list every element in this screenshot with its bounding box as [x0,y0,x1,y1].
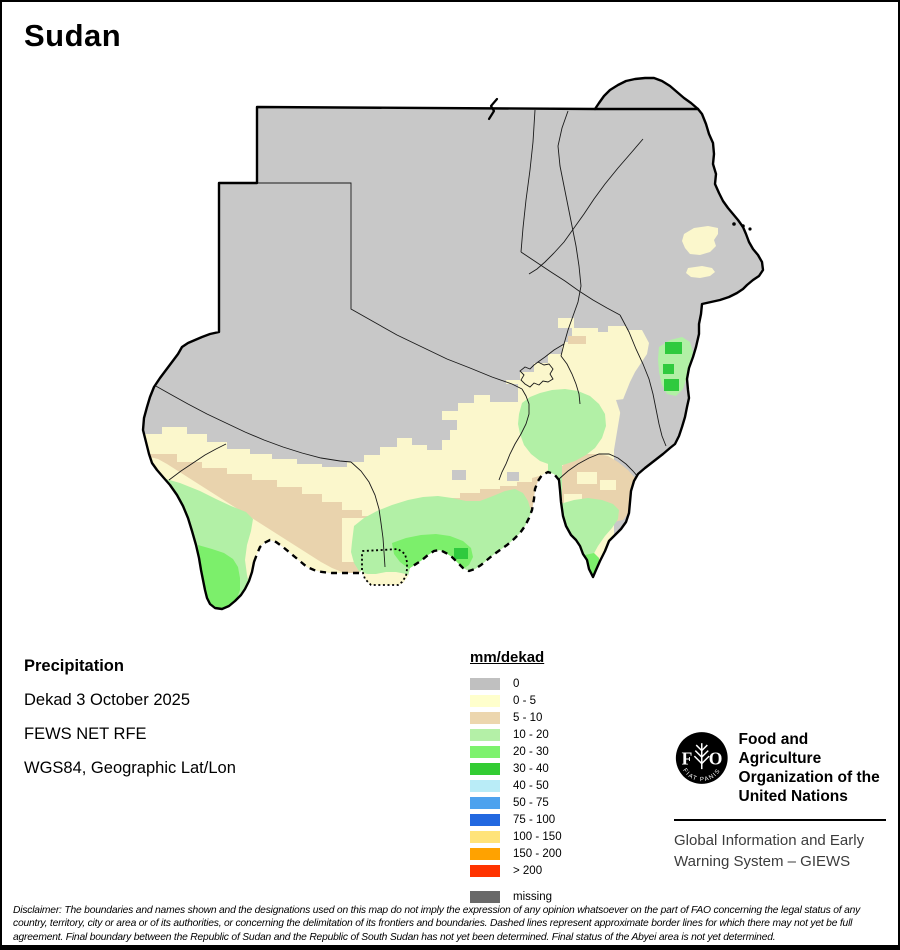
info-dekad: Dekad 3 October 2025 [24,691,191,709]
org-divider [674,819,886,821]
south-sudan-dashed-border [252,470,560,575]
org-block: F O FIAT PANIS Food and Agriculture Orga… [674,728,888,872]
wheat-icon [693,743,710,770]
legend-swatch [470,694,500,707]
fao-logo-letter-f: F [682,748,693,768]
legend-item: 50 - 75 [470,794,562,811]
legend-item: 0 [470,675,562,692]
legend-swatch [470,779,500,792]
map-info-block: Precipitation Dekad 3 October 2025 FEWS … [24,657,236,793]
legend-swatch [470,796,500,809]
legend-label: 0 - 5 [513,694,537,707]
legend-swatch [470,890,500,903]
info-projection: WGS84, Geographic Lat/Lon [24,759,236,777]
legend-item: > 200 [470,862,562,879]
legend-item: 20 - 30 [470,743,562,760]
legend-swatch [470,830,500,843]
legend-item: 5 - 10 [470,709,562,726]
country-border [141,76,765,611]
org-name-line: Organization of the [738,769,880,786]
legend-item: missing [470,888,562,905]
org-name-line: Food and Agriculture [738,731,822,767]
legend-label: 150 - 200 [513,847,562,860]
giews-subtitle: Global Information and Early Warning Sys… [674,832,865,870]
legend-label: > 200 [513,864,543,877]
legend-swatch [470,847,500,860]
legend-swatch [470,864,500,877]
abyei-dotted-border [361,548,408,586]
legend-label: 30 - 40 [513,762,549,775]
legend-label: 100 - 150 [513,830,562,843]
legend-item: 150 - 200 [470,845,562,862]
legend-item: 30 - 40 [470,760,562,777]
legend-swatch [470,745,500,758]
info-heading: Precipitation [24,657,124,675]
legend-label: 5 - 10 [513,711,543,724]
legend-label: 10 - 20 [513,728,549,741]
org-name: Food and Agriculture Organization of the… [739,728,888,806]
disclaimer-text: Disclaimer: The boundaries and names sho… [13,905,861,943]
legend: mm/dekad 0 0 - 5 5 - 10 10 - 20 20 - 30 30 - … [470,649,562,905]
legend-item: 100 - 150 [470,828,562,845]
legend-swatch [470,762,500,775]
legend-label: 75 - 100 [513,813,556,826]
legend-rows: 0 0 - 5 5 - 10 10 - 20 20 - 30 30 - 40 40 - 50… [470,675,562,905]
legend-item: 0 - 5 [470,692,562,709]
legend-title: mm/dekad [470,649,545,666]
page-title: Sudan [24,18,122,53]
org-name-line: United Nations [738,788,848,805]
red-sea-islands-icon [732,222,752,231]
legend-swatch [470,677,500,690]
legend-swatch [470,711,500,724]
legend-item: 10 - 20 [470,726,562,743]
wadi-halfa-salient [487,97,499,121]
fao-logo-icon: F O FIAT PANIS [675,732,728,784]
legend-label: missing [513,890,552,903]
admin-boundaries [153,109,667,568]
legend-label: 50 - 75 [513,796,549,809]
legend-swatch [470,813,500,826]
legend-swatch [470,728,500,741]
fao-logo-letter-o: O [709,748,723,768]
legend-item: 75 - 100 [470,811,562,828]
legend-label: 0 [513,677,520,690]
legend-item: 40 - 50 [470,777,562,794]
info-source: FEWS NET RFE [24,725,147,743]
legend-label: 20 - 30 [513,745,549,758]
legend-label: 40 - 50 [513,779,549,792]
